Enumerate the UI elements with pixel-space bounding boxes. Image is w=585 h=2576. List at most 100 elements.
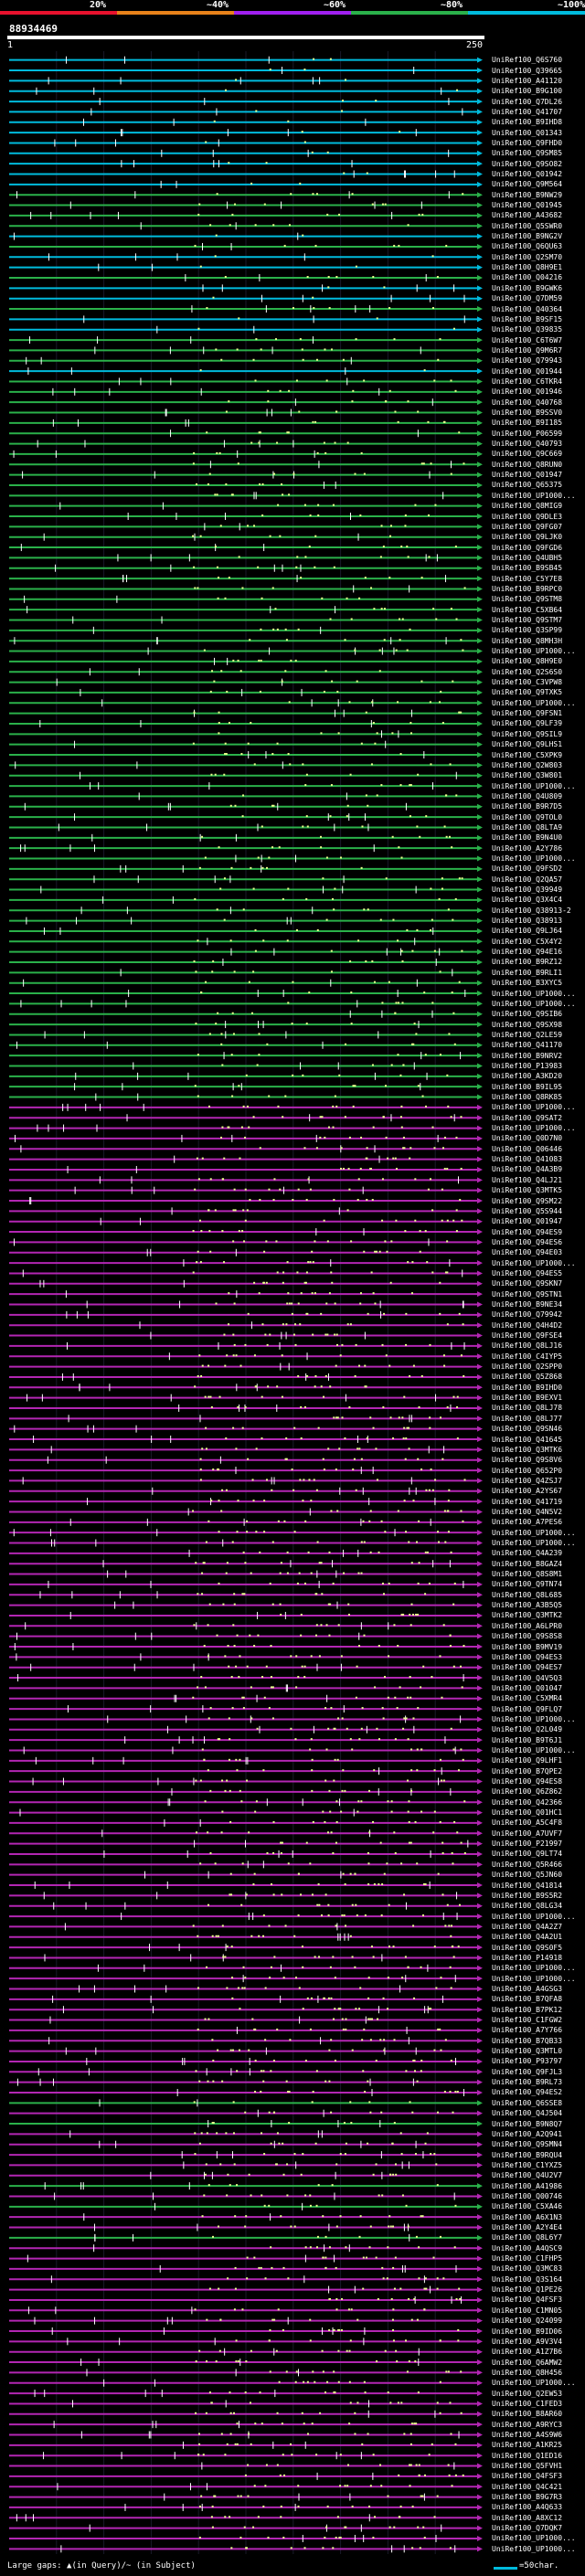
hit-label[interactable]: UniRef100_Q38913 [492, 917, 563, 926]
hit-label[interactable]: UniRef100_B9IHD0 [492, 1383, 563, 1392]
hit-label[interactable]: UniRef100_Q8RUN0 [492, 460, 563, 469]
hit-label[interactable]: UniRef100_B7QFA8 [492, 1995, 563, 2004]
hit-label[interactable]: UniRef100_Q9SN46 [492, 1425, 563, 1434]
hit-label[interactable]: UniRef100_Q8MIG9 [492, 502, 563, 511]
hit-label[interactable]: UniRef100_B8GAZ4 [492, 1559, 563, 1568]
hit-label[interactable]: UniRef100_Q4A3B9 [492, 1165, 563, 1174]
hit-label[interactable]: UniRef100_Q4UBH5 [492, 553, 563, 562]
hit-label[interactable]: UniRef100_Q7DL26 [492, 97, 563, 106]
hit-label[interactable]: UniRef100_A43682 [492, 211, 563, 220]
hit-label[interactable]: UniRef100_Q4ZSJ7 [492, 1476, 563, 1485]
hit-label[interactable]: UniRef100_UP1000... [492, 1103, 576, 1112]
hit-label[interactable]: UniRef100_UP1000... [492, 698, 576, 707]
hit-label[interactable]: UniRef100_Q3X4C4 [492, 896, 563, 905]
hit-label[interactable]: UniRef100_B9NW29 [492, 190, 563, 199]
hit-label[interactable]: UniRef100_C1FED3 [492, 2399, 563, 2408]
hit-label[interactable]: UniRef100_C1YXZ5 [492, 2160, 563, 2169]
hit-label[interactable]: UniRef100_A9V3V4 [492, 2337, 563, 2346]
hit-label[interactable]: UniRef100_B9IHD8 [492, 118, 563, 127]
hit-label[interactable]: UniRef100_Q652P0 [492, 1466, 563, 1475]
hit-label[interactable]: UniRef100_A41120 [492, 76, 563, 85]
hit-label[interactable]: UniRef100_B9SB45 [492, 564, 563, 573]
hit-label[interactable]: UniRef100_A2Y786 [492, 843, 563, 853]
hit-label[interactable]: UniRef100_Q79942 [492, 1310, 563, 1320]
hit-label[interactable]: UniRef100_UP1000... [492, 999, 576, 1008]
hit-label[interactable]: UniRef100_Q94E03 [492, 1248, 563, 1257]
hit-label[interactable]: UniRef100_UP1000... [492, 1745, 576, 1754]
hit-label[interactable]: UniRef100_Q8LTA9 [492, 822, 563, 832]
hit-label[interactable]: UniRef100_Q8RK85 [492, 1093, 563, 1102]
hit-label[interactable]: UniRef100_C4IYP5 [492, 1352, 563, 1361]
hit-label[interactable]: UniRef100_Q9LF39 [492, 719, 563, 728]
hit-label[interactable]: UniRef100_B9RL73 [492, 2078, 563, 2087]
hit-label[interactable]: UniRef100_A2Q941 [492, 2129, 563, 2138]
hit-label[interactable]: UniRef100_A1KR25 [492, 2441, 563, 2450]
hit-label[interactable]: UniRef100_Q1PE26 [492, 2285, 563, 2295]
hit-label[interactable]: UniRef100_P93797 [492, 2057, 563, 2066]
hit-label[interactable]: UniRef100_Q9S8S8 [492, 1632, 563, 1641]
hit-label[interactable]: UniRef100_A3KD20 [492, 1072, 563, 1081]
hit-label[interactable]: UniRef100_Q41645 [492, 1435, 563, 1444]
hit-label[interactable]: UniRef100_Q5Z868 [492, 1373, 563, 1382]
hit-label[interactable]: UniRef100_B9N4U0 [492, 833, 563, 843]
hit-label[interactable]: UniRef100_Q3MTK2 [492, 1611, 563, 1620]
hit-label[interactable]: UniRef100_C5XMR4 [492, 1694, 563, 1703]
hit-label[interactable]: UniRef100_Q3MTK6 [492, 1445, 563, 1454]
hit-label[interactable]: UniRef100_UP1000... [492, 1528, 576, 1537]
hit-label[interactable]: UniRef100_Q79943 [492, 356, 563, 366]
hit-label[interactable]: UniRef100_Q9FG07 [492, 522, 563, 531]
hit-label[interactable]: UniRef100_Q9FGD6 [492, 543, 563, 552]
hit-label[interactable]: UniRef100_A4Q633 [492, 2503, 563, 2512]
hit-label[interactable]: UniRef100_Q94ES5 [492, 1268, 563, 1277]
hit-label[interactable]: UniRef100_A7Y766 [492, 2026, 563, 2035]
hit-label[interactable]: UniRef100_Q4N5V2 [492, 1507, 563, 1516]
hit-label[interactable]: UniRef100_Q41814 [492, 1881, 563, 1890]
hit-label[interactable]: UniRef100_Q4A2Z7 [492, 1922, 563, 1931]
hit-label[interactable]: UniRef100_Q9FJL3 [492, 2067, 563, 2076]
hit-label[interactable]: UniRef100_UP1000... [492, 647, 576, 656]
hit-label[interactable]: UniRef100_Q94ES8 [492, 1777, 563, 1786]
hit-label[interactable]: UniRef100_UP1000... [492, 1974, 576, 1983]
hit-label[interactable]: UniRef100_UP1000... [492, 1539, 576, 1548]
hit-label[interactable]: UniRef100_Q00746 [492, 2191, 563, 2200]
hit-label[interactable]: UniRef100_UP1000... [492, 781, 576, 790]
hit-label[interactable]: UniRef100_Q2LE59 [492, 1030, 563, 1039]
hit-label[interactable]: UniRef100_B9I185 [492, 419, 563, 428]
hit-label[interactable]: UniRef100_Q41707 [492, 107, 563, 116]
hit-label[interactable]: UniRef100_B9IL95 [492, 1082, 563, 1091]
hit-label[interactable]: UniRef100_Q9LHF1 [492, 1756, 563, 1765]
hit-label[interactable]: UniRef100_Q4U2V7 [492, 2171, 563, 2180]
hit-label[interactable]: UniRef100_C5Y7E8 [492, 574, 563, 583]
hit-label[interactable]: UniRef100_Q5FVH1 [492, 2462, 563, 2471]
hit-label[interactable]: UniRef100_B9ID06 [492, 2327, 563, 2336]
hit-label[interactable]: UniRef100_Q3S164 [492, 2274, 563, 2284]
hit-label[interactable]: UniRef100_Q4A2U1 [492, 1933, 563, 1942]
hit-label[interactable]: UniRef100_Q3MTK5 [492, 1186, 563, 1195]
hit-label[interactable]: UniRef100_Q94ES2 [492, 2088, 563, 2097]
hit-label[interactable]: UniRef100_Q9FHD0 [492, 138, 563, 147]
hit-label[interactable]: UniRef100_A2Y4E4 [492, 2223, 563, 2232]
hit-label[interactable]: UniRef100_Q9LHS1 [492, 740, 563, 749]
hit-label[interactable]: UniRef100_A4GSG3 [492, 1985, 563, 1993]
hit-label[interactable]: UniRef100_UP1000... [492, 1258, 576, 1267]
hit-label[interactable]: UniRef100_Q9SAT2 [492, 1113, 563, 1122]
hit-label[interactable]: UniRef100_Q0D7N0 [492, 1134, 563, 1143]
hit-label[interactable]: UniRef100_Q94ES6 [492, 1237, 563, 1246]
hit-label[interactable]: UniRef100_Q6QU63 [492, 242, 563, 251]
hit-label[interactable]: UniRef100_Q8H9E0 [492, 657, 563, 666]
hit-label[interactable]: UniRef100_Q01946 [492, 387, 563, 397]
hit-label[interactable]: UniRef100_Q6SSE8 [492, 2098, 563, 2107]
hit-label[interactable]: UniRef100_Q24099 [492, 2316, 563, 2326]
hit-label[interactable]: UniRef100_UP1000... [492, 1714, 576, 1723]
hit-label[interactable]: UniRef100_Q40364 [492, 304, 563, 313]
hit-label[interactable]: UniRef100_B9NE34 [492, 1300, 563, 1309]
hit-label[interactable]: UniRef100_A9RYC3 [492, 2420, 563, 2429]
hit-label[interactable]: UniRef100_B9MV19 [492, 1642, 563, 1651]
hit-label[interactable]: UniRef100_Q9TOL0 [492, 812, 563, 822]
hit-label[interactable]: UniRef100_A1Z7B6 [492, 2348, 563, 2357]
hit-label[interactable]: UniRef100_Q4LJ21 [492, 1175, 563, 1184]
hit-label[interactable]: UniRef100_Q9LJ64 [492, 927, 563, 936]
hit-label[interactable]: UniRef100_Q94ES3 [492, 1652, 563, 1661]
hit-label[interactable]: UniRef100_A7PES6 [492, 1518, 563, 1527]
hit-label[interactable]: UniRef100_UP1000... [492, 1912, 576, 1921]
